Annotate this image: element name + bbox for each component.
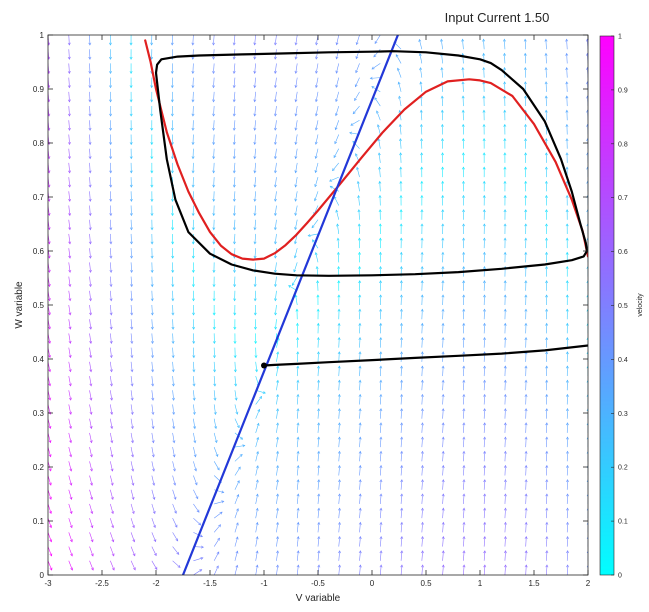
quiver-arrow	[483, 25, 484, 35]
x-tick-label: 1	[478, 579, 483, 588]
quiver-arrow	[566, 25, 567, 35]
colorbar-tick-label: 1	[618, 34, 622, 41]
y-tick-label: 0.6	[33, 247, 45, 256]
quiver-arrow	[525, 25, 526, 35]
y-tick-label: 1	[40, 31, 45, 40]
y-tick-label: 0.7	[33, 193, 45, 202]
quiver-arrowhead	[71, 582, 73, 584]
x-tick-label: -3	[44, 579, 52, 588]
x-tick-label: -1	[260, 579, 268, 588]
y-tick-label: 0.4	[33, 355, 45, 364]
y-tick-label: 0.5	[33, 301, 45, 310]
quiver-arrowhead	[440, 25, 442, 27]
quiver-arrowhead	[524, 25, 526, 27]
quiver-arrowhead	[503, 25, 505, 27]
x-axis-label: V variable	[296, 593, 341, 604]
quiver-arrow	[504, 25, 505, 35]
quiver-arrowhead	[586, 25, 588, 27]
x-tick-label: -1.5	[203, 579, 217, 588]
quiver-arrowhead	[461, 25, 463, 27]
x-tick-label: 1.5	[528, 579, 540, 588]
quiver-arrow	[392, 32, 401, 35]
y-tick-label: 0.9	[33, 85, 45, 94]
chart-title: Input Current 1.50	[445, 10, 550, 25]
quiver-arrowhead	[91, 582, 93, 584]
colorbar-label: velocity	[637, 293, 644, 317]
trajectory-start-point	[261, 362, 267, 368]
y-tick-label: 0.3	[33, 409, 45, 418]
y-axis-label: W variable	[14, 281, 25, 329]
quiver-arrow	[587, 25, 588, 35]
x-tick-label: -0.5	[311, 579, 325, 588]
y-tick-label: 0	[40, 571, 45, 580]
quiver-arrow	[441, 25, 443, 35]
quiver-arrowhead	[134, 581, 136, 583]
quiver-arrow	[419, 26, 422, 35]
y-tick-label: 0.1	[33, 517, 45, 526]
quiver-arrowhead	[392, 31, 394, 33]
x-tick-label: 0	[370, 579, 375, 588]
colorbar-tick-label: 0	[618, 573, 622, 580]
x-tick-label: 0.5	[420, 579, 432, 588]
colorbar-tick-label: 0.4	[618, 357, 628, 364]
colorbar-tick-label: 0.6	[618, 249, 628, 256]
quiver-arrow	[110, 575, 114, 584]
colorbar-tick-label: 0.9	[618, 87, 628, 94]
quiver-arrow	[173, 575, 182, 580]
colorbar-tick-label: 0.5	[618, 303, 628, 310]
quiver-arrowhead	[179, 578, 181, 580]
quiver-arrow	[462, 25, 463, 35]
quiver-arrow	[546, 25, 547, 35]
x-tick-label: -2.5	[95, 579, 109, 588]
quiver-arrow	[69, 575, 73, 584]
colorbar-tick-label: 0.8	[618, 141, 628, 148]
y-tick-label: 0.2	[33, 463, 45, 472]
x-tick-label: -2	[152, 579, 160, 588]
quiver-arrow	[90, 575, 94, 584]
colorbar-tick-label: 0.3	[618, 411, 628, 418]
colorbar-tick-label: 0.7	[618, 195, 628, 202]
quiver-arrowhead	[418, 26, 420, 28]
quiver-arrowhead	[112, 582, 114, 584]
quiver-arrowhead	[545, 25, 547, 27]
quiver-arrowhead	[482, 25, 484, 27]
colorbar-tick-label: 0.2	[618, 465, 628, 472]
colorbar-tick-label: 0.1	[618, 519, 628, 526]
quiver-arrow	[131, 575, 136, 584]
quiver-arrowhead	[565, 25, 567, 27]
x-tick-label: 2	[586, 579, 591, 588]
y-tick-label: 0.8	[33, 139, 45, 148]
